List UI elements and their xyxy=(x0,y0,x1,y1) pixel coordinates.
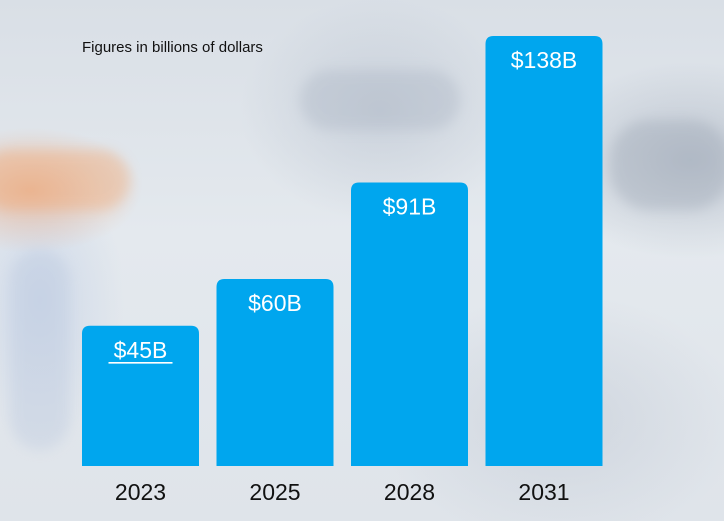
bar-value-label-2028: $91B xyxy=(383,193,437,219)
bar-value-label-2025: $60B xyxy=(248,290,302,316)
bar-2025 xyxy=(216,279,334,466)
bar-value-label-2023: $45B xyxy=(114,337,168,363)
category-label-2031: 2031 xyxy=(518,479,569,505)
bar-2023 xyxy=(82,325,199,466)
bar-value-label-2031: $138B xyxy=(511,47,578,73)
category-label-2023: 2023 xyxy=(115,479,166,505)
bars-group xyxy=(82,36,603,466)
bar-2031 xyxy=(485,36,603,466)
labels-group: $45B 2023 $60B 2025 $91B 2028 $138B 2031 xyxy=(108,47,578,505)
category-label-2028: 2028 xyxy=(384,479,435,505)
category-label-2025: 2025 xyxy=(249,479,300,505)
chart-note: Figures in billions of dollars xyxy=(82,39,263,56)
bar-2028 xyxy=(351,182,468,466)
